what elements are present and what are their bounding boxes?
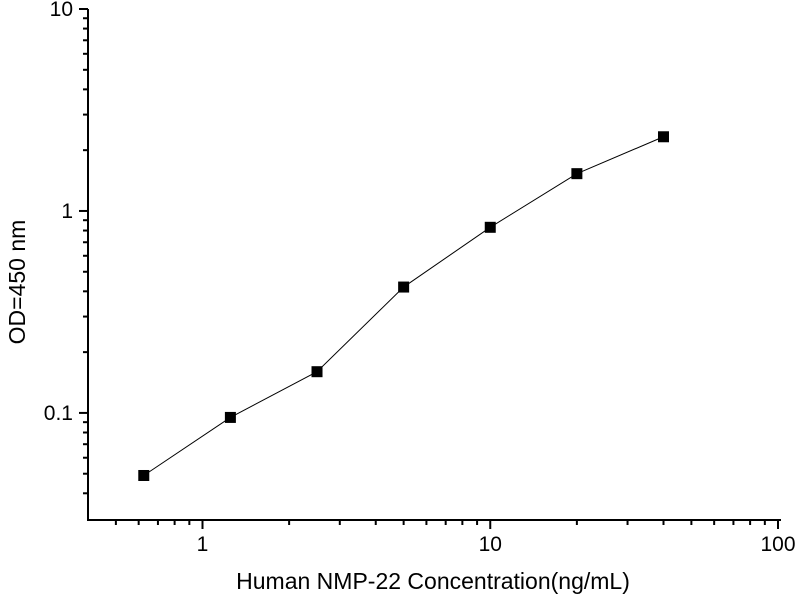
- y-tick-label: 1: [61, 200, 73, 223]
- data-series: [138, 131, 669, 481]
- data-point-marker: [657, 131, 669, 143]
- x-tick-label: 1: [197, 533, 209, 556]
- data-point-marker: [138, 469, 150, 481]
- data-point-marker: [224, 411, 236, 423]
- y-tick-label: 0.1: [44, 402, 73, 425]
- data-point-marker: [571, 168, 583, 180]
- axes: [87, 9, 781, 521]
- y-tick-label: 10: [50, 0, 73, 21]
- data-point-marker: [484, 221, 496, 233]
- data-point-marker: [398, 281, 410, 293]
- axis-ticks: 1 10 100 0.1 1 10: [44, 0, 796, 556]
- x-tick-label: 100: [760, 533, 795, 556]
- series-line: [143, 136, 664, 476]
- x-tick-label: 10: [479, 533, 502, 556]
- x-axis-title: Human NMP-22 Concentration(ng/mL): [236, 568, 630, 594]
- data-point-marker: [311, 366, 323, 378]
- y-axis-title: OD=450 nm: [4, 220, 30, 345]
